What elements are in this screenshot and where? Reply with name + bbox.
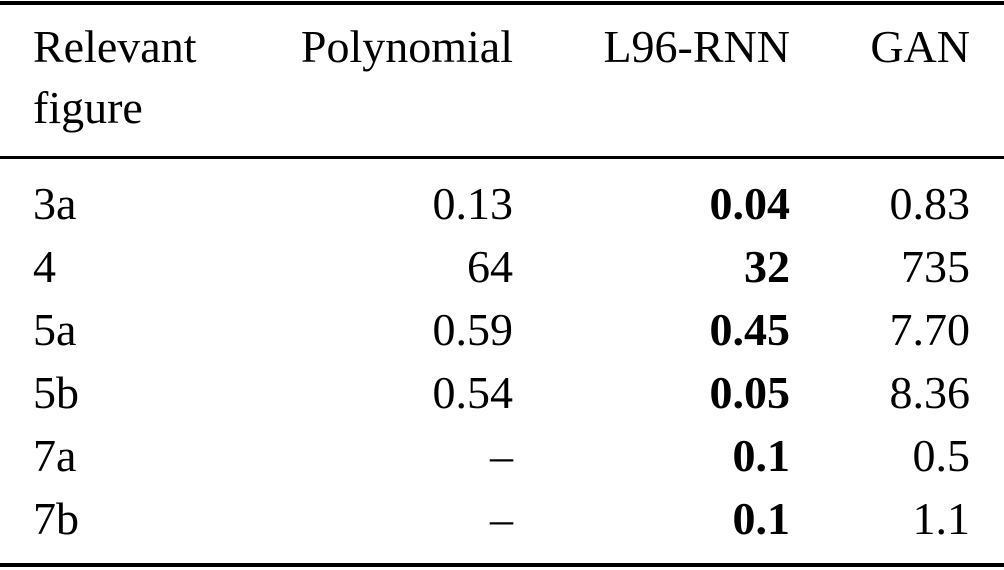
cell-gan-value: 8.36	[889, 367, 971, 418]
cell-l96-rnn-value: 0.04	[709, 178, 791, 229]
cell-l96-rnn-value: 0.1	[732, 493, 791, 544]
cell-gan-value: 0.83	[889, 178, 971, 229]
cell-polynomial-value: –	[490, 430, 513, 481]
cell-l96-rnn-value: 0.05	[709, 367, 791, 418]
table-row: 3a 0.13 0.04 0.83	[0, 172, 1004, 235]
table-row: 7a – 0.1 0.5	[0, 424, 1004, 487]
table-bottom-rule	[0, 563, 1004, 567]
header-cell-relevant-figure: Relevant figure	[33, 21, 197, 133]
cell-l96-rnn-value: 0.1	[732, 430, 791, 481]
cell-gan-value: 0.5	[912, 430, 971, 481]
table-top-rule	[0, 1, 1004, 5]
cell-figure: 3a	[33, 178, 77, 229]
table-header-rule	[0, 156, 1004, 159]
cell-figure: 5b	[33, 367, 79, 418]
cell-l96-rnn-value: 0.45	[709, 304, 791, 355]
cell-gan-value: 1.1	[912, 493, 971, 544]
cell-gan-value: 735	[901, 241, 970, 292]
cell-gan-value: 7.70	[889, 304, 971, 355]
header-cell-l96-rnn: L96-RNN	[603, 21, 790, 72]
table-row: 7b – 0.1 1.1	[0, 487, 1004, 550]
cell-polynomial-value: –	[490, 493, 513, 544]
header-cell-polynomial: Polynomial	[300, 21, 513, 72]
table-header-row: Relevant figure Polynomial L96-RNN GAN	[0, 5, 1004, 156]
cell-figure: 5a	[33, 304, 77, 355]
cell-polynomial-value: 64	[467, 241, 513, 292]
table-body: 3a 0.13 0.04 0.83 4 64 32 735 5a 0.59 0.…	[0, 159, 1004, 563]
cell-figure: 7a	[33, 430, 77, 481]
table-row: 5b 0.54 0.05 8.36	[0, 361, 1004, 424]
header-cell-gan: GAN	[870, 21, 970, 72]
cell-polynomial-value: 0.13	[432, 178, 514, 229]
cell-l96-rnn-value: 32	[744, 241, 790, 292]
cell-polynomial-value: 0.59	[432, 304, 514, 355]
table-row: 4 64 32 735	[0, 235, 1004, 298]
cell-polynomial-value: 0.54	[432, 367, 514, 418]
table-row: 5a 0.59 0.45 7.70	[0, 298, 1004, 361]
cell-figure: 7b	[33, 493, 79, 544]
cell-figure: 4	[33, 241, 56, 292]
